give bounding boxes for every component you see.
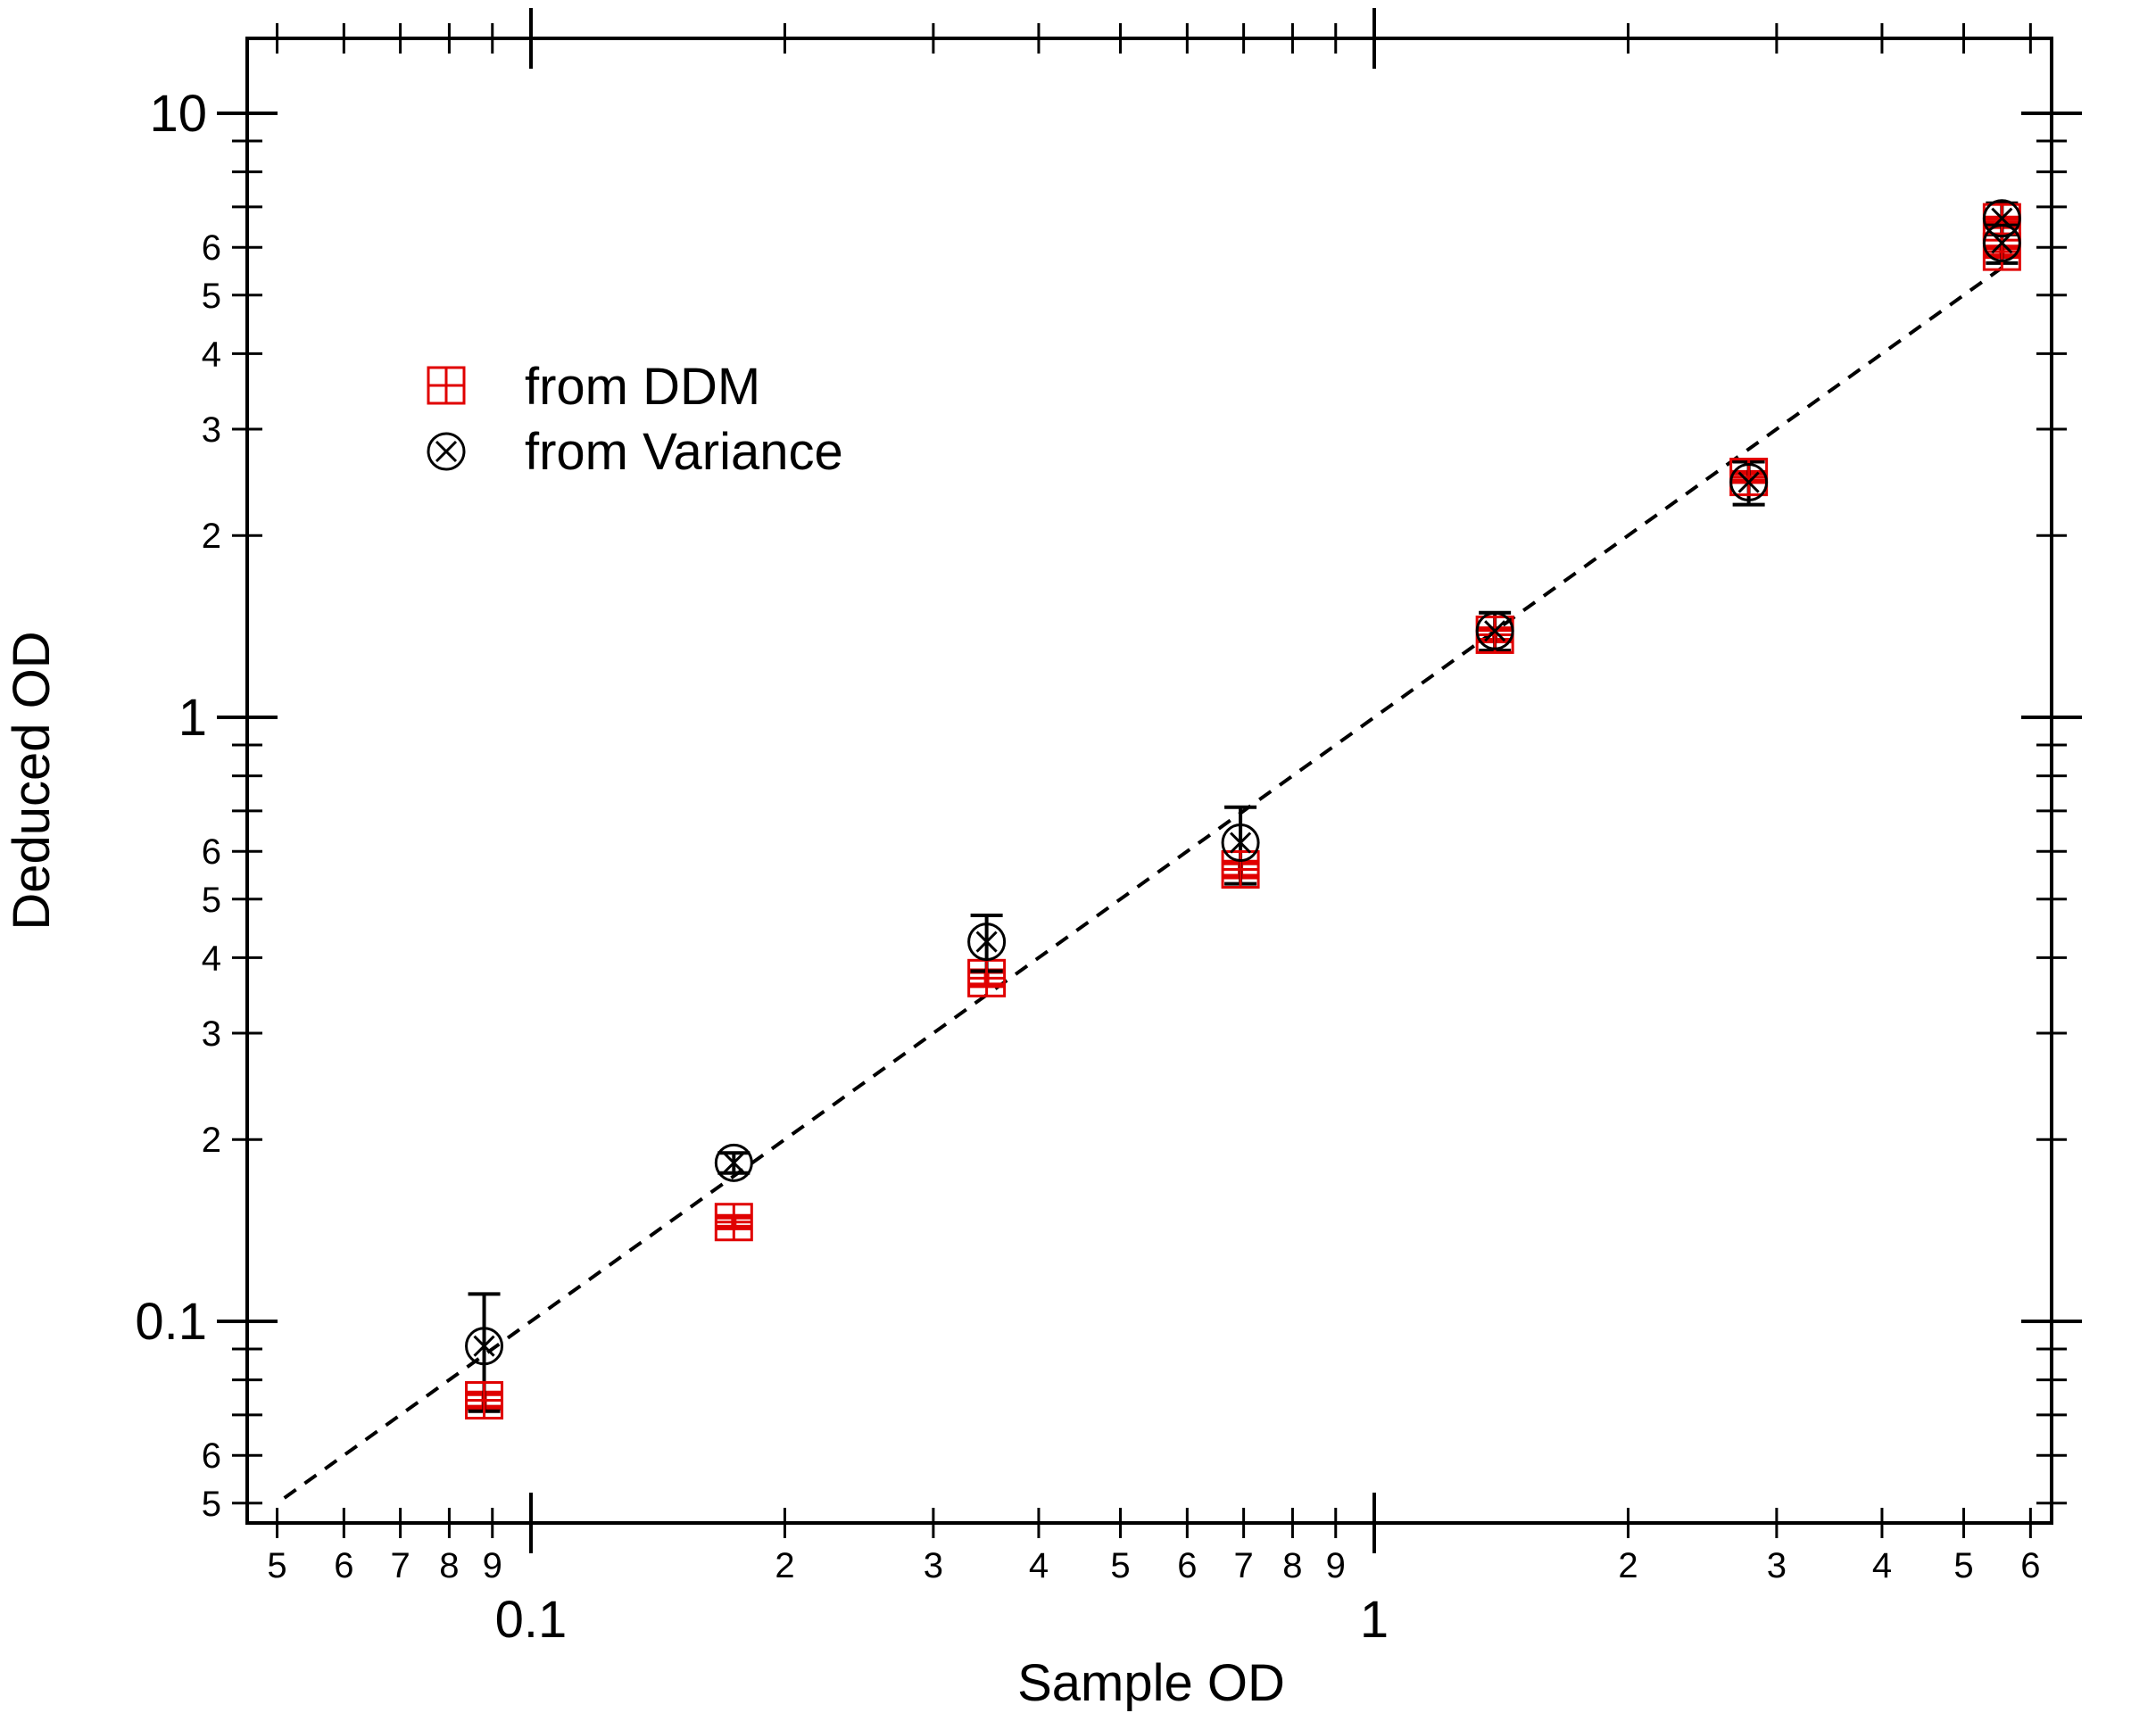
- legend-label-ddm: from DDM: [525, 358, 760, 416]
- x-minor-tick-label: 2: [1618, 1546, 1638, 1585]
- x-minor-tick-label: 6: [334, 1546, 353, 1585]
- y-minor-tick-label: 6: [202, 1436, 221, 1476]
- y-major-tick-label: 1: [178, 689, 207, 747]
- ddm-data-point: [465, 1381, 504, 1420]
- x-minor-tick-label: 8: [439, 1546, 459, 1585]
- y-axis-title: Deduced OD: [3, 631, 61, 930]
- x-minor-tick-label: 4: [1872, 1546, 1892, 1585]
- marker-diag2: [723, 1152, 745, 1174]
- marker-circle: [1982, 223, 2021, 262]
- marker-diag2: [1737, 471, 1760, 493]
- x-minor-tick-label: 4: [1029, 1546, 1049, 1585]
- reference-line-y-equals-x: [283, 266, 2003, 1500]
- marker-circle: [1982, 199, 2021, 238]
- y-minor-tick-label: 2: [202, 1121, 221, 1160]
- y-minor-tick-label: 5: [202, 1485, 221, 1524]
- legend-marker-variance-icon: [427, 432, 466, 471]
- marker-circle: [967, 923, 1007, 962]
- plot-frame: [245, 37, 2053, 1525]
- y-major-tick-label: 10: [149, 85, 207, 143]
- axis-ticks: [217, 8, 2082, 1553]
- marker-circle: [1475, 611, 1514, 650]
- data-markers: [465, 199, 2021, 1420]
- ddm-data-point: [1221, 849, 1260, 889]
- x-minor-tick-label: 9: [1326, 1546, 1346, 1585]
- x-minor-tick-label: 9: [483, 1546, 502, 1585]
- x-minor-tick-label: 5: [1110, 1546, 1130, 1585]
- variance-data-point: [967, 923, 1007, 962]
- x-major-tick-label: 1: [1360, 1591, 1389, 1649]
- x-major-tick-label: 0.1: [495, 1591, 568, 1649]
- x-minor-tick-label: 8: [1282, 1546, 1302, 1585]
- x-minor-tick-label: 7: [1233, 1546, 1253, 1585]
- x-minor-tick-label: 3: [924, 1546, 943, 1585]
- marker-diag2: [1484, 620, 1506, 642]
- marker-diag2: [1230, 832, 1252, 854]
- marker-diag2: [975, 931, 998, 953]
- marker-diag2: [435, 440, 458, 463]
- variance-data-point: [1982, 223, 2021, 262]
- x-minor-tick-label: 5: [1953, 1546, 1973, 1585]
- ddm-data-point: [967, 958, 1007, 997]
- y-major-tick-label: 0.1: [135, 1293, 207, 1351]
- x-axis-title: Sample OD: [1017, 1654, 1285, 1712]
- variance-data-point: [714, 1143, 753, 1182]
- x-minor-tick-label: 2: [775, 1546, 794, 1585]
- y-minor-tick-label: 6: [202, 832, 221, 872]
- y-minor-tick-label: 4: [202, 939, 221, 978]
- legend-circled-x: [427, 432, 466, 471]
- marker-circle: [714, 1143, 753, 1182]
- x-minor-tick-label: 7: [390, 1546, 410, 1585]
- y-minor-tick-label: 6: [202, 228, 221, 268]
- ddm-data-point: [714, 1203, 753, 1242]
- x-minor-tick-label: 6: [2020, 1546, 2040, 1585]
- y-minor-tick-label: 2: [202, 517, 221, 556]
- marker-diag2: [1991, 232, 2013, 254]
- legend-marker-ddm-icon: [427, 366, 466, 405]
- x-minor-tick-label: 6: [1177, 1546, 1197, 1585]
- variance-data-point: [465, 1327, 504, 1366]
- marker-circle: [427, 432, 466, 471]
- marker-diag2: [473, 1335, 495, 1357]
- x-minor-tick-label: 5: [267, 1546, 286, 1585]
- y-minor-tick-label: 5: [202, 277, 221, 316]
- marker-circle: [1221, 823, 1260, 863]
- variance-data-point: [1729, 463, 1769, 502]
- y-minor-tick-label: 5: [202, 881, 221, 920]
- legend: from DDM from Variance: [427, 358, 843, 481]
- reference-line-layer: [283, 266, 2003, 1500]
- x-minor-tick-label: 3: [1767, 1546, 1787, 1585]
- variance-data-point: [1982, 199, 2021, 238]
- legend-boxed-plus: [427, 366, 466, 405]
- marker-diag2: [1991, 207, 2013, 229]
- marker-circle: [465, 1327, 504, 1366]
- y-minor-tick-label: 3: [202, 410, 221, 450]
- y-minor-tick-label: 3: [202, 1014, 221, 1054]
- y-minor-tick-label: 4: [202, 335, 221, 374]
- variance-data-point: [1221, 823, 1260, 863]
- legend-label-variance: from Variance: [525, 423, 843, 481]
- marker-circle: [1729, 463, 1769, 502]
- variance-data-point: [1475, 611, 1514, 650]
